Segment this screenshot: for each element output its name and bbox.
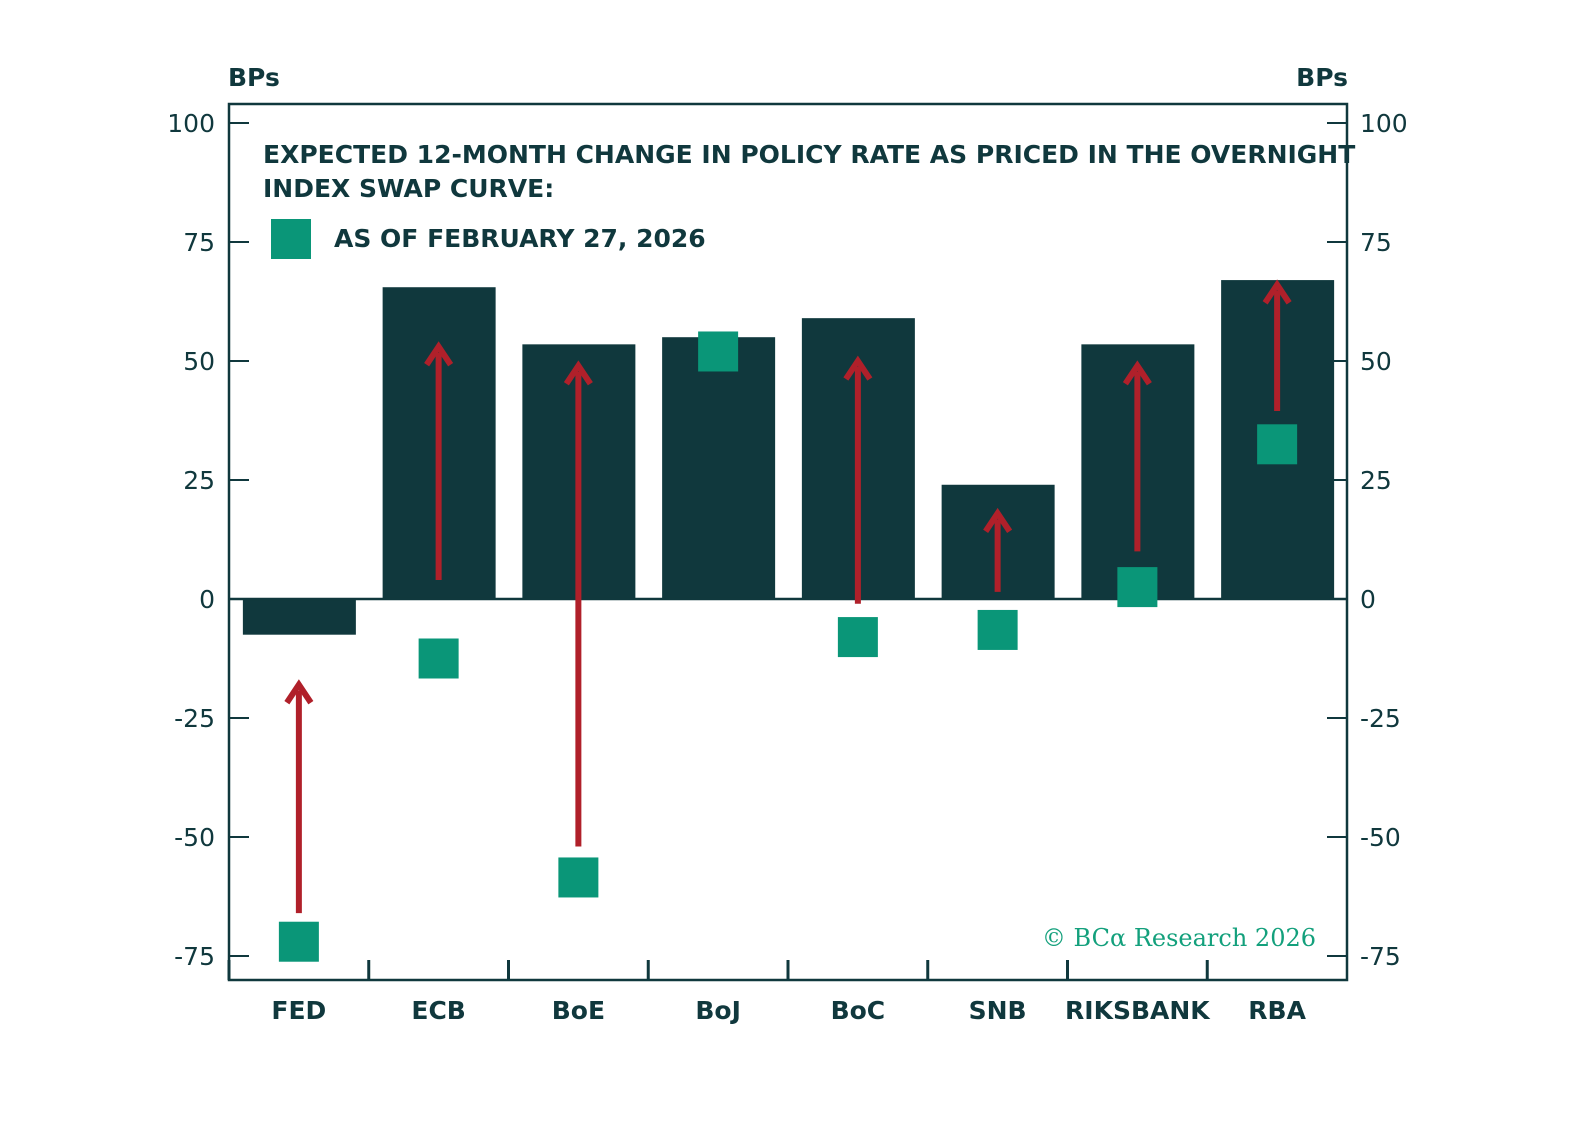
x-tick-label-boc: BoC (831, 996, 886, 1025)
y-tick-label-left: -25 (174, 704, 215, 733)
y-tick-label-right: 75 (1360, 228, 1392, 257)
y-tick-label-right: 100 (1360, 109, 1408, 138)
y-axis-label-right: BPs (1296, 63, 1348, 92)
marker-ecb (418, 638, 459, 679)
marker-rba (1257, 424, 1298, 465)
marker-snb (977, 609, 1018, 650)
arrow-head-boc (843, 355, 873, 381)
y-tick-label-left: 0 (199, 585, 215, 614)
marker-riksbank (1117, 567, 1158, 608)
y-tick-label-right: -50 (1360, 823, 1401, 852)
arrow-head-rba (1262, 279, 1292, 305)
arrow-head-fed (284, 679, 314, 705)
y-tick-label-left: -50 (174, 823, 215, 852)
y-tick-label-left: 100 (167, 109, 215, 138)
chart-title-line-1: EXPECTED 12-MONTH CHANGE IN POLICY RATE … (263, 140, 1355, 169)
y-tick-label-right: 0 (1360, 585, 1376, 614)
y-tick-label-left: -75 (174, 942, 215, 971)
y-tick-label-left: 25 (183, 466, 215, 495)
marker-boj (698, 331, 739, 372)
arrow-head-ecb (424, 341, 454, 367)
x-tick-label-rba: RBA (1248, 996, 1306, 1025)
y-axis-label-left: BPs (228, 63, 280, 92)
x-tick-label-boe: BoE (552, 996, 605, 1025)
arrow-head-snb (983, 507, 1013, 533)
x-tick-label-fed: FED (271, 996, 326, 1025)
x-tick-label-riksbank: RIKSBANK (1065, 996, 1211, 1025)
x-tick-label-snb: SNB (969, 996, 1027, 1025)
marker-boe (558, 857, 599, 898)
y-tick-label-right: 50 (1360, 347, 1392, 376)
marker-fed (278, 921, 319, 962)
arrow-head-boe (563, 360, 593, 386)
legend-marker (271, 219, 311, 259)
y-tick-label-right: -25 (1360, 704, 1401, 733)
copyright: © BCα Research 2026 (1042, 924, 1316, 952)
bar-fed (242, 599, 356, 635)
chart-title-line-2: INDEX SWAP CURVE: (263, 174, 554, 203)
marker-boc (837, 617, 878, 658)
x-tick-label-boj: BoJ (695, 996, 741, 1025)
y-tick-label-left: 75 (183, 228, 215, 257)
y-tick-label-left: 50 (183, 347, 215, 376)
legend-label: AS OF FEBRUARY 27, 2026 (334, 224, 706, 253)
bar-boj (662, 337, 776, 599)
x-tick-label-ecb: ECB (411, 996, 465, 1025)
y-tick-label-right: 25 (1360, 466, 1392, 495)
y-tick-label-right: -75 (1360, 942, 1401, 971)
arrow-head-riksbank (1122, 360, 1152, 386)
